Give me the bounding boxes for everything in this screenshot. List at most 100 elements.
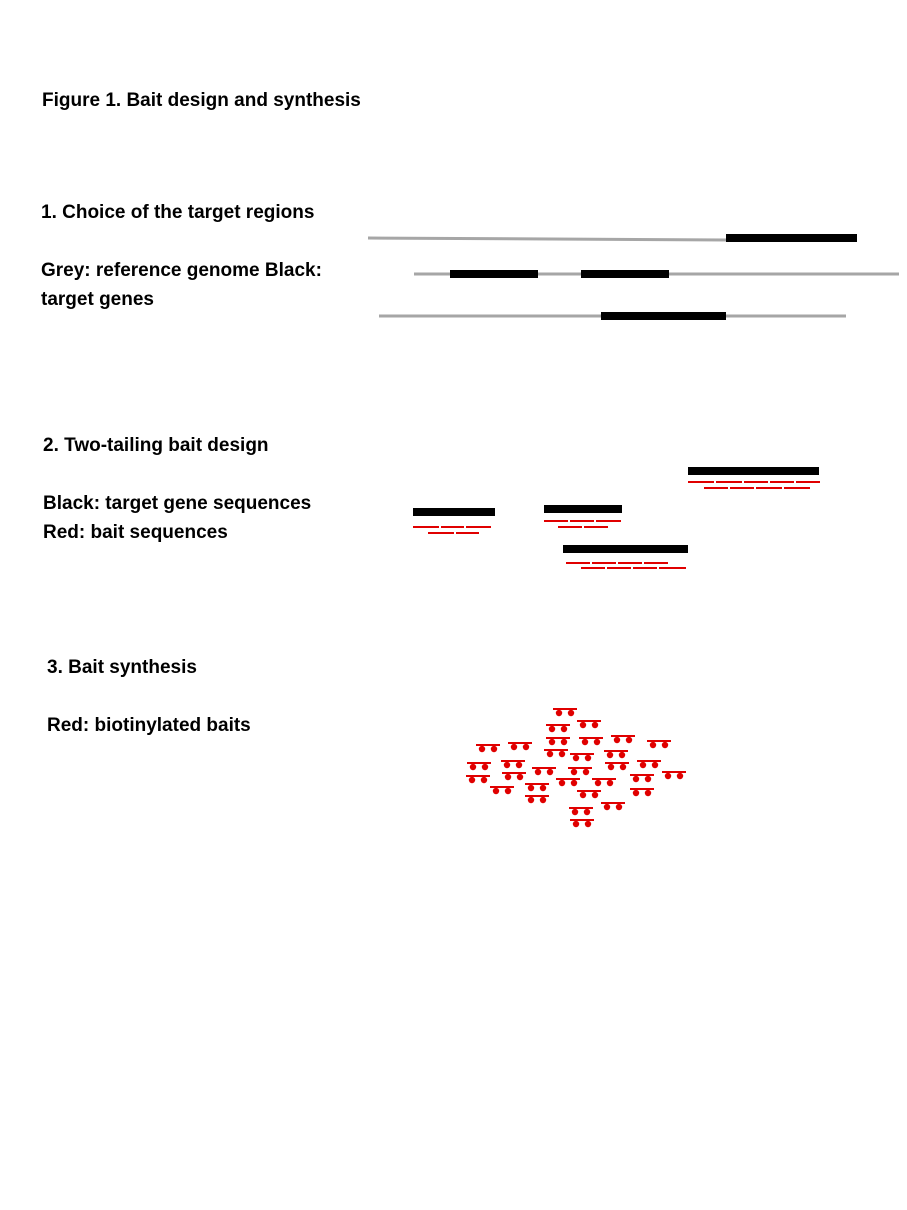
figure-title: Figure 1. Bait design and synthesis bbox=[42, 90, 361, 111]
biotin-dot bbox=[527, 796, 535, 804]
biotin-dot bbox=[571, 808, 579, 816]
biotin-dot bbox=[570, 768, 578, 776]
biotin-dot bbox=[603, 803, 611, 811]
biotin-dot bbox=[649, 741, 657, 749]
biotinylated-bait bbox=[546, 737, 570, 746]
section-1-legend-line-1: Grey: reference genome Black: bbox=[41, 260, 322, 281]
biotin-dot bbox=[582, 768, 590, 776]
biotin-dot bbox=[579, 791, 587, 799]
biotin-dot bbox=[560, 725, 568, 733]
biotinylated-bait bbox=[647, 740, 671, 749]
biotin-dot bbox=[615, 803, 623, 811]
biotinylated-bait bbox=[637, 760, 661, 769]
biotin-dot bbox=[572, 820, 580, 828]
section-1-heading: 1. Choice of the target regions bbox=[41, 202, 315, 223]
biotinylated-bait bbox=[546, 724, 570, 733]
section-3-legend-line-1: Red: biotinylated baits bbox=[47, 715, 251, 736]
biotin-dot bbox=[581, 738, 589, 746]
biotin-dot bbox=[661, 741, 669, 749]
biotinylated-bait bbox=[569, 807, 593, 816]
biotinylated-bait bbox=[556, 778, 580, 787]
section-2-legend-line-2: Red: bait sequences bbox=[43, 522, 228, 543]
biotin-dot bbox=[591, 721, 599, 729]
biotin-dot bbox=[644, 789, 652, 797]
biotin-dot bbox=[481, 763, 489, 771]
biotin-dot bbox=[570, 779, 578, 787]
reference-genome-line bbox=[367, 236, 727, 242]
biotinylated-bait bbox=[662, 771, 686, 780]
biotin-dot bbox=[539, 784, 547, 792]
biotinylated-bait bbox=[604, 750, 628, 759]
biotinylated-bait bbox=[502, 772, 526, 781]
section-2-heading: 2. Two-tailing bait design bbox=[43, 435, 269, 456]
biotin-dot bbox=[567, 709, 575, 717]
biotin-dot bbox=[504, 773, 512, 781]
biotinylated-bait bbox=[508, 742, 532, 751]
biotin-dot bbox=[503, 761, 511, 769]
biotinylated-bait bbox=[467, 762, 491, 771]
biotin-dot bbox=[651, 761, 659, 769]
biotin-dot bbox=[639, 761, 647, 769]
biotin-dot bbox=[625, 736, 633, 744]
section-3-heading: 3. Bait synthesis bbox=[47, 657, 197, 678]
section-2-legend-line-1: Black: target gene sequences bbox=[43, 493, 312, 514]
biotinylated-bait bbox=[466, 775, 490, 784]
biotinylated-bait bbox=[577, 720, 601, 729]
biotin-dot bbox=[510, 743, 518, 751]
biotin-dot bbox=[584, 754, 592, 762]
biotinylated-bait bbox=[525, 783, 549, 792]
biotinylated-bait bbox=[605, 762, 629, 771]
biotin-dot bbox=[632, 775, 640, 783]
biotin-dot bbox=[539, 796, 547, 804]
biotin-dot bbox=[644, 775, 652, 783]
biotin-dot bbox=[594, 779, 602, 787]
biotinylated-bait bbox=[570, 819, 594, 828]
biotin-dot bbox=[468, 776, 476, 784]
biotinylated-bait bbox=[630, 788, 654, 797]
biotin-dot bbox=[619, 763, 627, 771]
biotin-dot bbox=[546, 768, 554, 776]
biotin-dot bbox=[548, 738, 556, 746]
biotin-dot bbox=[515, 761, 523, 769]
biotinylated-bait bbox=[476, 744, 500, 753]
target-regions-illustration bbox=[367, 234, 899, 320]
biotin-dot bbox=[607, 763, 615, 771]
biotin-dot bbox=[572, 754, 580, 762]
biotin-dot bbox=[593, 738, 601, 746]
biotin-dot bbox=[555, 709, 563, 717]
biotin-dot bbox=[516, 773, 524, 781]
biotin-dot bbox=[527, 784, 535, 792]
bait-synthesis-illustration bbox=[466, 708, 686, 828]
biotin-dot bbox=[664, 772, 672, 780]
biotin-dot bbox=[583, 808, 591, 816]
biotinylated-bait bbox=[630, 774, 654, 783]
biotin-dot bbox=[478, 745, 486, 753]
biotin-dot bbox=[490, 745, 498, 753]
biotin-dot bbox=[584, 820, 592, 828]
biotin-dot bbox=[548, 725, 556, 733]
biotin-dot bbox=[522, 743, 530, 751]
biotinylated-bait bbox=[553, 708, 577, 717]
biotin-dot bbox=[606, 779, 614, 787]
biotin-dot bbox=[560, 738, 568, 746]
biotin-dot bbox=[632, 789, 640, 797]
biotin-dot bbox=[618, 751, 626, 759]
bait-design-illustration bbox=[413, 467, 820, 569]
biotin-dot bbox=[558, 750, 566, 758]
biotinylated-bait bbox=[490, 786, 514, 795]
biotin-dot bbox=[558, 779, 566, 787]
biotin-dot bbox=[469, 763, 477, 771]
biotinylated-bait bbox=[592, 778, 616, 787]
biotin-dot bbox=[546, 750, 554, 758]
biotinylated-bait bbox=[501, 760, 525, 769]
biotinylated-bait bbox=[532, 767, 556, 776]
biotinylated-bait bbox=[611, 735, 635, 744]
biotinylated-bait bbox=[579, 737, 603, 746]
biotinylated-bait bbox=[577, 790, 601, 799]
biotinylated-bait bbox=[525, 795, 549, 804]
biotin-dot bbox=[504, 787, 512, 795]
biotin-dot bbox=[480, 776, 488, 784]
biotinylated-bait bbox=[570, 753, 594, 762]
biotin-dot bbox=[606, 751, 614, 759]
